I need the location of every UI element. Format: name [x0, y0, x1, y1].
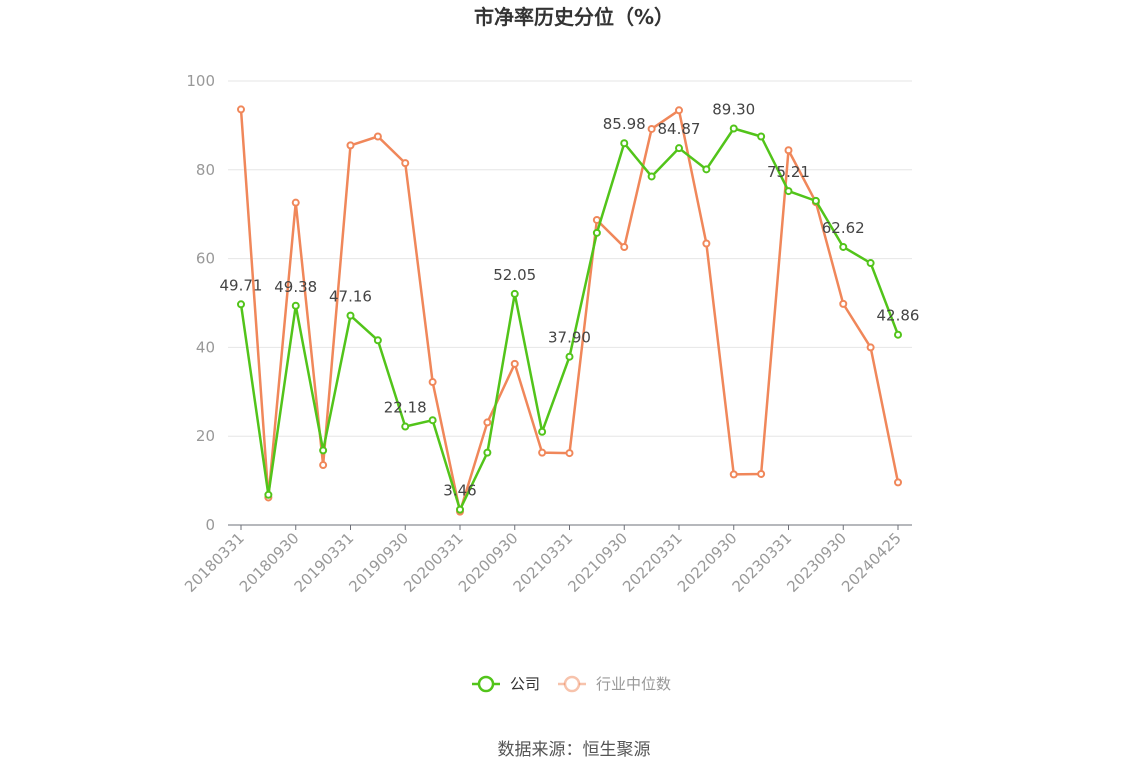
- data-point: [592, 228, 601, 237]
- data-point: [620, 243, 629, 252]
- data-point: [401, 159, 410, 168]
- x-axis: 2018033120180930201903312019093020200331…: [181, 524, 912, 596]
- data-point: [401, 422, 410, 431]
- data-point: [483, 448, 492, 457]
- data-point: [346, 141, 355, 150]
- data-point: [702, 239, 711, 248]
- data-point: [373, 132, 382, 141]
- data-point: [264, 490, 273, 499]
- data-label: 85.98: [603, 115, 646, 133]
- data-point: [291, 198, 300, 207]
- data-point: [784, 146, 793, 155]
- data-point: [237, 300, 245, 309]
- data-point: [839, 242, 848, 251]
- data-point: [565, 352, 574, 361]
- data-point: [538, 448, 547, 457]
- legend[interactable]: 公司 行业中位数: [472, 675, 671, 693]
- data-point: [702, 165, 711, 174]
- data-point: [428, 416, 437, 425]
- data-point: [237, 105, 245, 114]
- x-tick-label: 20240425: [838, 529, 905, 596]
- data-label: 37.90: [548, 329, 591, 347]
- legend-item[interactable]: 公司: [472, 675, 540, 693]
- data-point: [565, 449, 574, 458]
- data-point: [729, 470, 738, 479]
- data-label: 75.21: [767, 163, 810, 181]
- y-tick-label: 100: [186, 72, 215, 90]
- data-point: [483, 418, 492, 427]
- data-point: [811, 196, 820, 205]
- data-label: 84.87: [658, 120, 701, 138]
- data-label: 22.18: [384, 399, 427, 417]
- data-point: [757, 132, 766, 141]
- data-point: [510, 289, 519, 298]
- data-point: [675, 106, 683, 115]
- data-point: [647, 172, 656, 181]
- data-point: [319, 446, 328, 455]
- data-point: [784, 187, 793, 196]
- source-note: 数据来源：恒生聚源: [498, 740, 651, 760]
- data-point: [675, 144, 683, 153]
- y-axis: 0 20 40 60 80 100: [186, 72, 215, 534]
- data-point: [894, 478, 902, 487]
- data-point: [620, 139, 629, 148]
- data-label: 62.62: [822, 219, 865, 237]
- series-layer: [237, 105, 902, 516]
- y-tick-label: 40: [196, 338, 215, 356]
- data-point: [538, 427, 547, 436]
- y-tick-label: 20: [196, 427, 215, 445]
- data-point: [757, 469, 766, 478]
- legend-item[interactable]: 行业中位数: [558, 675, 671, 693]
- chart-title: 市净率历史分位（%）: [474, 5, 674, 29]
- data-point: [729, 124, 738, 133]
- data-label: 47.16: [329, 288, 372, 306]
- data-label: 42.86: [877, 307, 920, 325]
- y-tick-label: 80: [196, 161, 215, 179]
- data-point: [894, 330, 902, 339]
- legend-label: 行业中位数: [596, 675, 671, 693]
- y-tick-label: 60: [196, 250, 215, 268]
- data-point: [346, 311, 355, 320]
- data-point: [428, 378, 437, 387]
- data-label: 3.46: [443, 482, 476, 500]
- y-tick-label: 0: [205, 516, 215, 534]
- data-label: 49.38: [274, 278, 317, 296]
- legend-marker: [563, 675, 581, 693]
- data-label: 52.05: [493, 266, 536, 284]
- legend-marker: [477, 675, 495, 693]
- data-labels: 49.71 49.38 47.16 22.18 3.46 52.05 37.90 85.98 8…: [220, 101, 920, 500]
- legend-label: 公司: [510, 675, 540, 693]
- data-point: [866, 259, 875, 268]
- data-label: 49.71: [220, 276, 263, 294]
- data-point: [510, 359, 519, 368]
- data-point: [373, 336, 382, 345]
- data-label: 89.30: [712, 101, 755, 119]
- data-point: [839, 299, 848, 308]
- data-point: [456, 505, 464, 514]
- data-point: [866, 343, 875, 352]
- data-point: [647, 124, 656, 133]
- data-point: [319, 461, 328, 470]
- data-point: [291, 301, 300, 310]
